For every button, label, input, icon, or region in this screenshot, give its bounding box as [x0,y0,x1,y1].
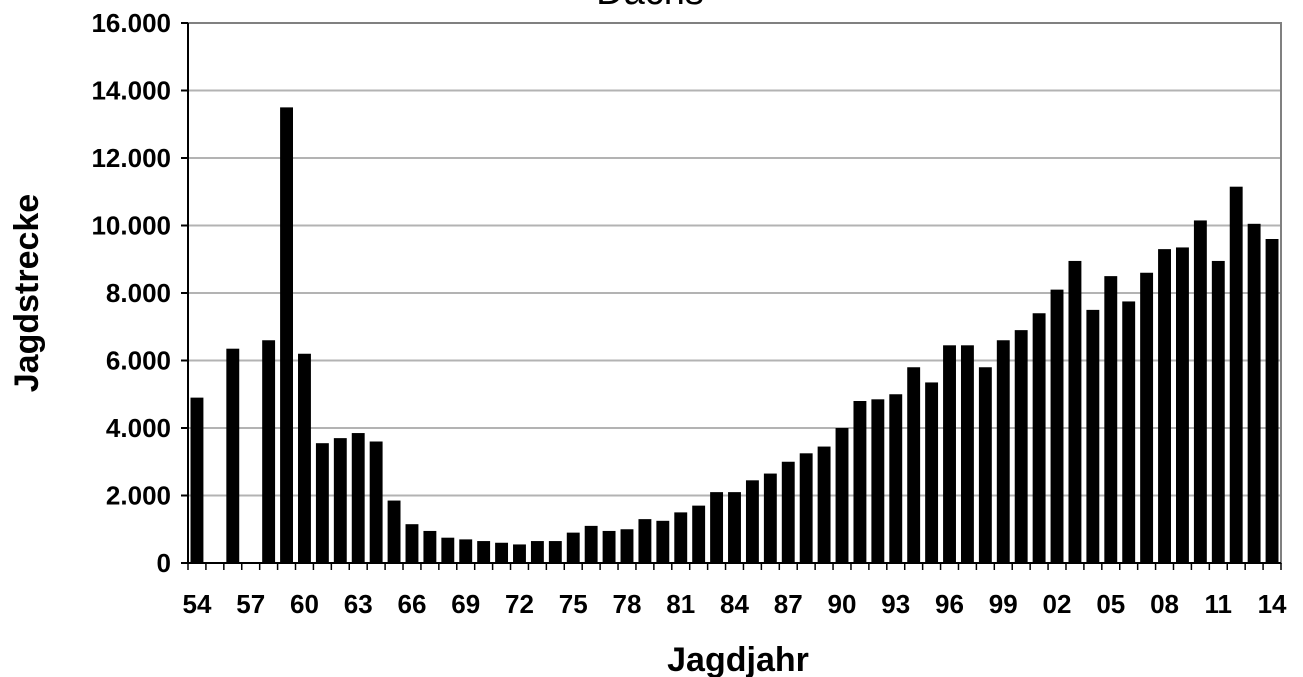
bar-1993 [889,394,903,563]
bar-1976 [584,525,598,564]
bar-2005 [1104,276,1118,564]
gridlines [188,89,1281,497]
y-tick-label: 6.000 [106,346,171,376]
x-tick-label: 63 [344,589,373,619]
bar-1998 [978,367,992,563]
bar-1982 [692,505,706,564]
bar-1992 [871,399,885,563]
bar-2002 [1050,289,1064,564]
y-tick-label: 12.000 [91,143,171,173]
x-tick-label: 81 [666,589,695,619]
x-tick-label: 90 [828,589,857,619]
bar-1996 [943,345,956,563]
x-tick-label: 93 [881,589,910,619]
x-tick-label: 60 [290,589,319,619]
y-tick-label: 4.000 [106,413,171,443]
bar-1959 [280,107,293,564]
y-axis-ticks: 0 2.000 4.000 6.000 8.000 10.000 12.000 14.000 1… [91,8,188,578]
bar-1985 [745,480,759,563]
bar-1988 [799,453,813,563]
bar-2010 [1193,220,1207,563]
bar-2008 [1158,249,1171,564]
y-tick-label: 16.000 [91,8,171,38]
bar-1956 [226,348,240,563]
x-tick-label: 02 [1043,589,1072,619]
bar-2011 [1211,260,1225,563]
bar-1970 [477,541,491,563]
bar-1974 [548,541,562,563]
bars [190,107,1279,564]
bar-1994 [907,367,921,563]
bar-1989 [817,446,831,563]
bar-1990 [835,428,849,563]
x-tick-label: 57 [236,589,265,619]
bar-1967 [423,530,437,563]
bar-1986 [763,473,777,563]
bar-2009 [1176,247,1189,563]
x-tick-label: 87 [774,589,803,619]
bar-1999 [996,340,1010,563]
x-tick-label: 84 [720,589,749,619]
x-tick-label: 14 [1258,589,1287,619]
x-tick-label: 08 [1150,589,1179,619]
y-tick-label: 10.000 [91,211,171,241]
bar-1997 [960,345,974,563]
bar-1987 [781,461,795,563]
x-tick-label: 99 [989,589,1018,619]
bar-2006 [1122,301,1136,563]
y-axis-label: Jagdstrecke [8,194,46,392]
bar-1962 [333,438,347,564]
x-axis-ticks: 54 57 60 63 66 69 72 75 78 81 84 87 90 93 96 99 02 05 08 11… [182,563,1287,619]
bar-1984 [728,492,741,564]
bar-2003 [1068,260,1082,563]
bar-1964 [369,441,383,563]
bar-2001 [1032,313,1046,563]
bar-1979 [638,519,652,564]
bar-1972 [513,544,526,563]
bar-1981 [674,512,688,564]
x-tick-label: 66 [398,589,427,619]
x-tick-label: 72 [505,589,534,619]
bar-1995 [925,382,939,563]
bar-1969 [459,539,473,564]
y-tick-label: 2.000 [106,481,171,511]
bar-2000 [1014,330,1028,564]
bar-1975 [566,532,580,564]
bar-2007 [1140,272,1154,563]
x-tick-label: 11 [1205,589,1233,619]
bar-2013 [1247,223,1261,563]
bar-1980 [656,520,670,563]
bar-1965 [387,500,401,563]
y-tick-label: 14.000 [91,76,171,106]
bar-1961 [315,443,329,563]
bar-1958 [262,340,276,563]
y-tick-label: 0 [157,548,171,578]
x-tick-label: 78 [613,589,642,619]
x-tick-label: 96 [935,589,964,619]
bar-2014 [1265,239,1279,563]
bar-2004 [1086,309,1100,564]
bar-1954 [190,397,204,564]
x-tick-label: 54 [182,589,211,619]
bar-1960 [298,353,311,563]
x-tick-label: 69 [451,589,480,619]
bar-1991 [853,401,867,563]
x-axis-label: Jagdjahr [667,641,809,677]
bar-2012 [1229,186,1243,563]
chart-title: Dachs [596,0,704,13]
bar-1968 [441,537,455,563]
bar-1977 [602,530,616,563]
bar-1983 [710,492,724,564]
bar-1966 [405,524,419,563]
y-tick-label: 8.000 [106,278,171,308]
x-tick-label: 75 [559,589,588,619]
bar-1978 [620,529,634,563]
bar-1973 [530,541,544,563]
x-tick-label: 05 [1096,589,1125,619]
bar-1963 [351,433,365,563]
bar-1971 [495,542,509,563]
